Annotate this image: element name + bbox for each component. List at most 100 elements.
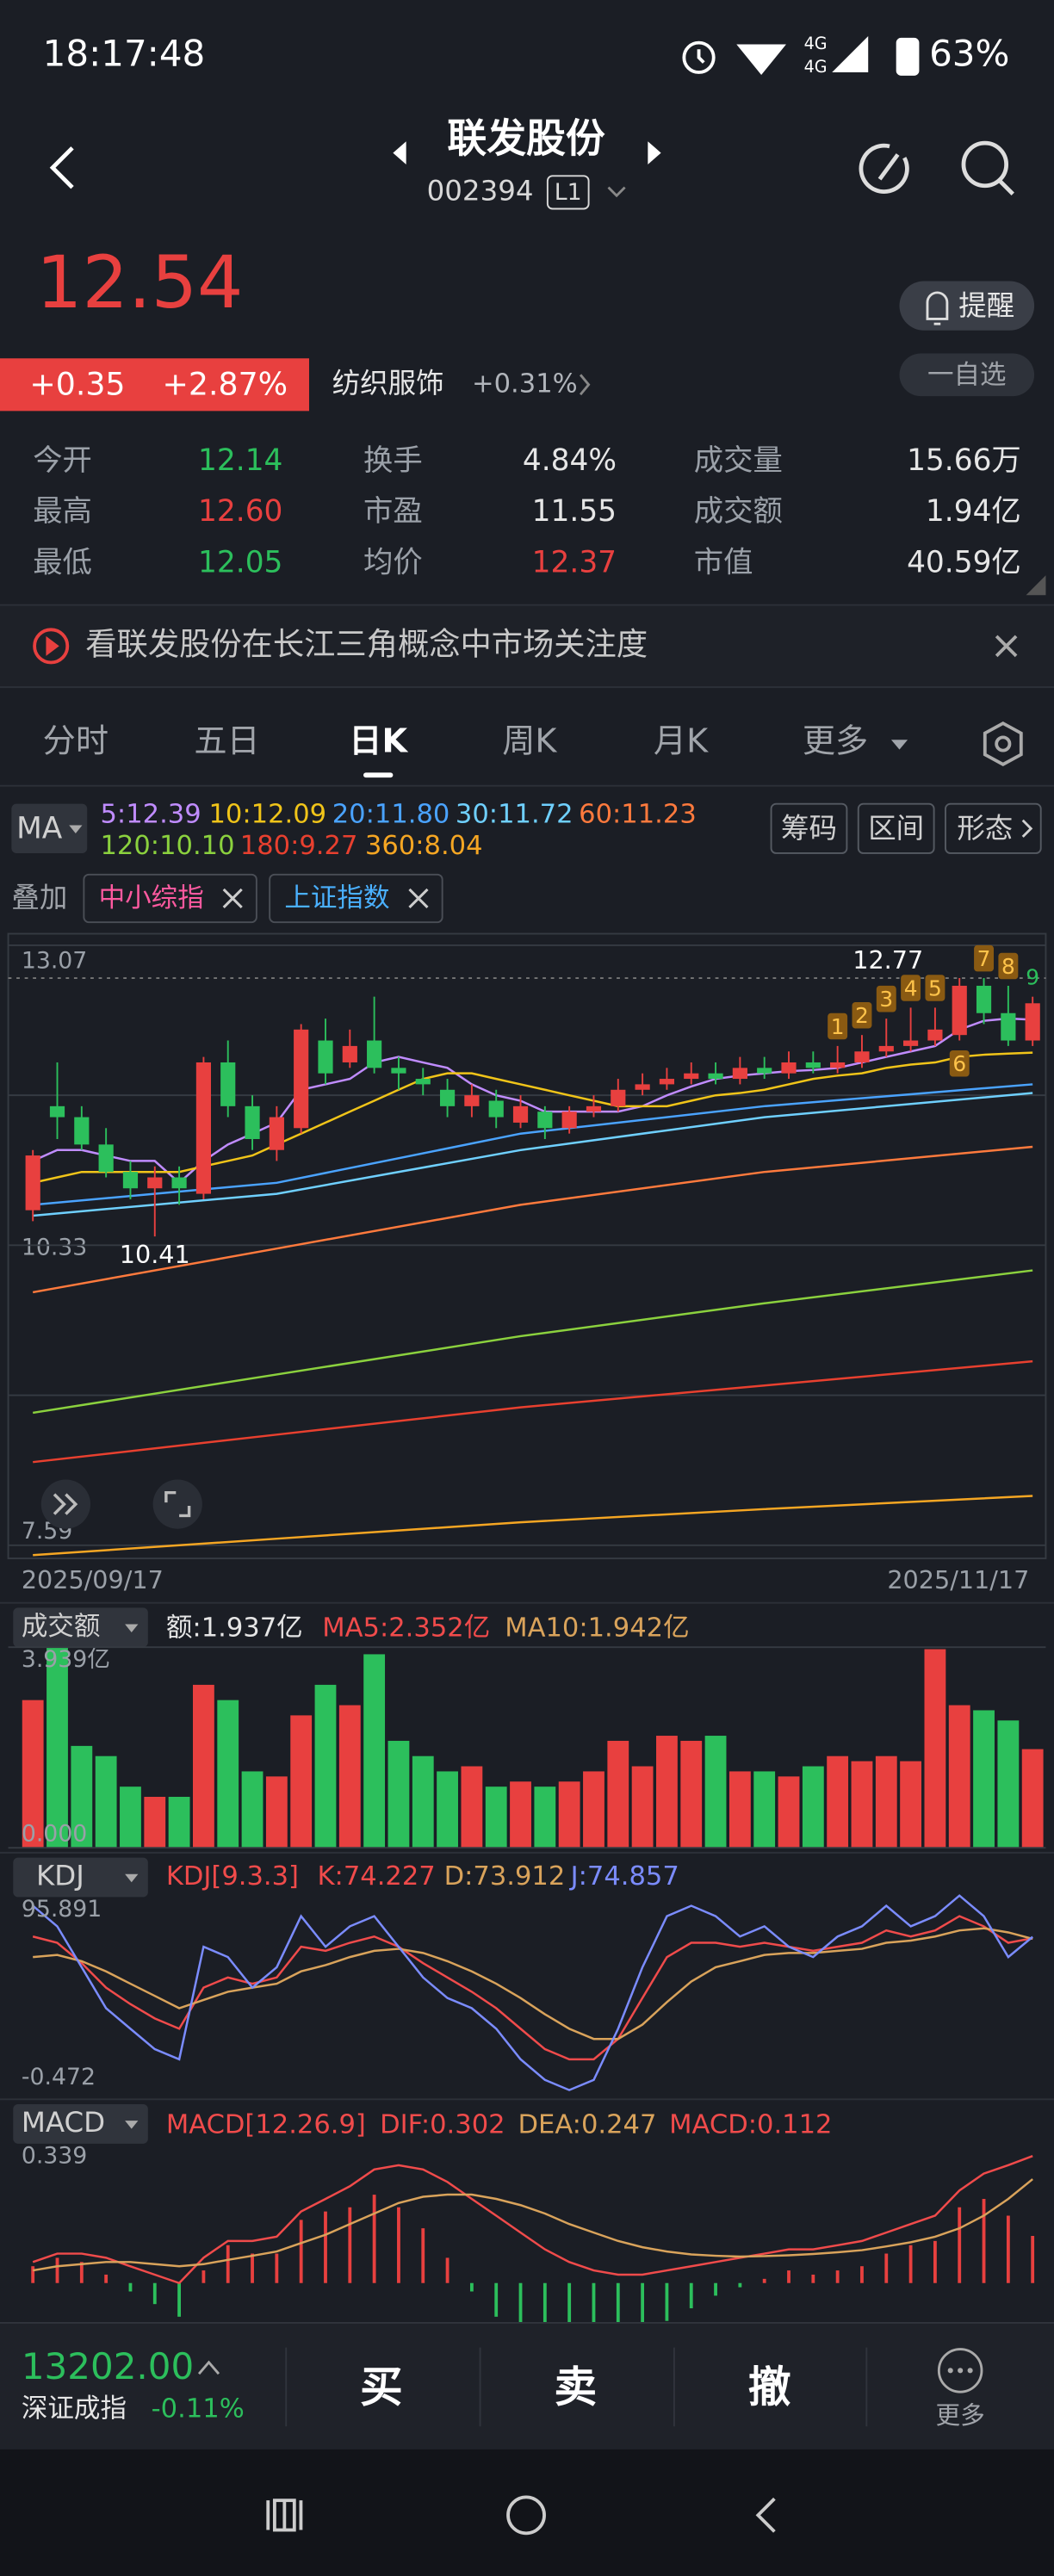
tab[interactable]: 日K [349,723,408,761]
ma-selector-label[interactable]: MA [16,812,63,846]
panel-selector[interactable] [13,1857,148,1898]
tab[interactable]: 月K [654,723,709,761]
volume-bar [314,1684,337,1848]
expand-button[interactable] [40,1479,91,1529]
sector-change: +0.31% [472,368,578,399]
network-type: 4G [804,34,828,53]
candle-body [854,1051,870,1062]
banner-text[interactable]: 看联发股份在长江三角概念中市场关注度 [85,625,648,662]
legend-item: MACD:0.112 [669,2109,832,2139]
more-icon[interactable] [937,2348,983,2393]
dropdown-icon[interactable] [607,186,626,198]
volume-bar [168,1797,190,1848]
trade-button[interactable]: 卖 [555,2362,598,2412]
volume-bar [753,1771,776,1848]
overlay-chip[interactable] [83,873,257,924]
more-label[interactable]: 更多 [936,2400,985,2430]
ma-legend-item: 10:12.09 [209,800,327,830]
refresh-button[interactable] [859,143,909,194]
banner[interactable] [0,604,1054,688]
candle-body [464,1095,480,1106]
y-tick-label: -0.472 [22,2064,96,2090]
y-tick-label: 3.939亿 [22,1646,110,1673]
tab[interactable]: 五日 [194,723,259,761]
nav-back[interactable] [755,2497,776,2533]
low-label: 10.41 [120,1240,190,1269]
signal-label: 1 [831,1014,845,1039]
candle-body [171,1177,187,1189]
panel-title[interactable]: MACD [22,2106,105,2139]
alert-label[interactable]: 提醒 [958,289,1014,322]
tool-label[interactable]: 形态 [957,812,1013,845]
fullscreen-button[interactable] [152,1479,202,1529]
ma-legend-item: 120:10.10 [100,831,234,861]
legend-item: K:74.227 [318,1861,436,1892]
volume-bar [510,1781,531,1848]
overlay-remove[interactable] [408,888,429,909]
panel-title[interactable]: 成交额 [22,1612,101,1642]
change-box [0,358,309,412]
dropdown-icon [890,740,908,750]
tool-label[interactable]: 区间 [868,812,924,845]
volume-bar [437,1771,458,1848]
indicator-line [33,1927,1033,2040]
ma-selector[interactable] [11,803,88,853]
legend-item: DEA:0.247 [518,2109,656,2139]
index-value[interactable]: 13202.00 [22,2345,194,2387]
panel-selector[interactable] [13,1607,148,1648]
legend-item: MA10:1.942亿 [505,1613,689,1644]
panel-selector[interactable] [13,2104,148,2144]
signal-label: 2 [855,1003,869,1028]
y-tick-label: 13.07 [22,947,88,974]
candle-body [611,1089,626,1106]
panel-title[interactable]: KDJ [36,1860,84,1892]
tool-button[interactable] [770,802,848,854]
back-button[interactable] [49,146,74,189]
macd-chart: MACD MACD[12.26.9] DIF:0.302 DEA:0.247 MACD:… [13,2104,1035,2323]
nav-home[interactable] [506,2495,546,2536]
tool-label[interactable]: 筹码 [781,812,837,845]
stat-label: 换手 [363,443,423,478]
volume-bar [778,1776,800,1848]
overlay-chip[interactable] [269,873,443,924]
volume-bar [680,1740,703,1848]
stat-value: 12.37 [532,545,617,579]
signal-badge [828,1012,848,1040]
signal-label: 4 [904,975,918,1000]
signal-badge [876,985,896,1012]
overlay-remove[interactable] [222,888,243,909]
stock-code: 002394 [427,174,534,207]
play-icon [46,635,59,656]
sector-name[interactable]: 纺织服饰 [332,367,444,399]
settings-button[interactable] [983,721,1023,767]
candle-body [805,1062,821,1068]
prev-stock[interactable] [393,141,406,164]
stat-label: 成交额 [694,494,783,529]
signal-label: 6 [952,1051,966,1076]
candle-body [927,1029,943,1041]
nav-recents[interactable] [266,2499,303,2532]
tab[interactable]: 更多 [803,723,868,761]
volume-bar [46,1647,68,1848]
trade-button[interactable]: 撤 [748,2362,791,2412]
volume-bar [388,1740,410,1848]
stat-value: 11.55 [532,494,617,529]
banner-close[interactable] [995,635,1018,658]
stat-label: 今开 [33,443,92,478]
signal-label: 8 [1001,954,1015,979]
tool-button[interactable] [857,802,935,854]
candle-body [684,1073,699,1080]
overlay-label: 叠加 [11,881,67,913]
watch-label[interactable]: 一自选 [927,361,1007,391]
overlay-name: 中小综指 [99,883,204,913]
search-button[interactable] [961,140,1014,195]
tool-button[interactable] [945,802,1042,854]
tab[interactable]: 周K [502,723,557,761]
trade-button[interactable]: 买 [360,2362,403,2412]
legend-item: D:73.912 [444,1861,566,1892]
expand-icon[interactable] [197,2360,220,2375]
watch-button[interactable] [899,353,1035,397]
tab[interactable]: 分时 [43,723,108,761]
next-stock[interactable] [648,141,661,164]
